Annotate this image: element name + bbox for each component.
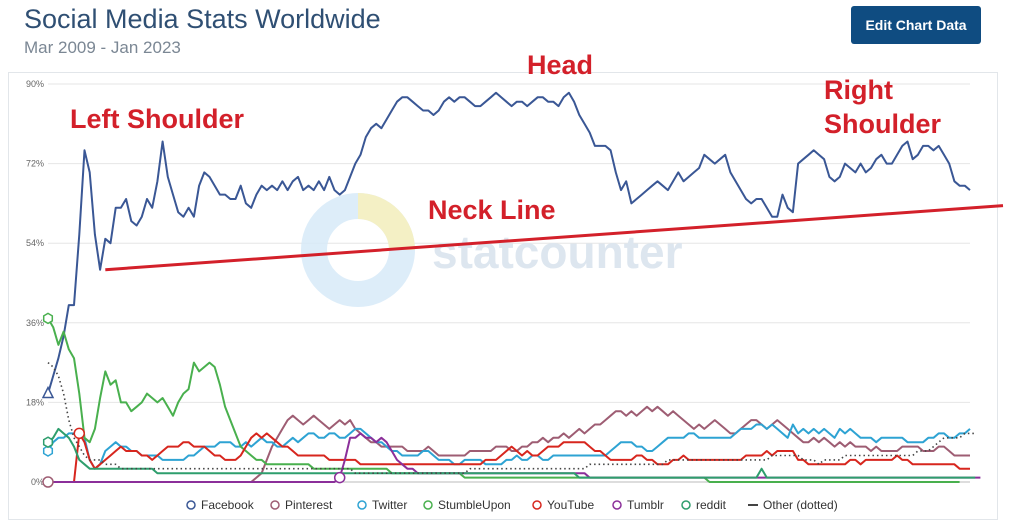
series-marker-facebook bbox=[41, 385, 55, 399]
legend-label-youtube: YouTube bbox=[547, 498, 594, 512]
annotation-head: Head bbox=[527, 50, 593, 80]
series-marker-reddit bbox=[42, 436, 54, 449]
series-marker-pinterest bbox=[42, 476, 54, 488]
annotation-left-shoulder: Left Shoulder bbox=[70, 104, 244, 134]
y-tick-label: 90% bbox=[26, 79, 44, 89]
watermark-logo-icon bbox=[357, 193, 415, 251]
legend-label-other-dotted-: Other (dotted) bbox=[763, 498, 838, 512]
legend-marker-reddit bbox=[681, 500, 691, 510]
legend-label-pinterest: Pinterest bbox=[285, 498, 333, 512]
page-title: Social Media Stats Worldwide bbox=[24, 4, 381, 34]
series-line-pinterest bbox=[48, 405, 970, 483]
legend-marker-facebook bbox=[186, 500, 196, 510]
legend-marker-stumbleupon bbox=[423, 500, 433, 510]
page-subtitle: Mar 2009 - Jan 2023 bbox=[24, 38, 181, 57]
series-line-twitter bbox=[47, 423, 971, 470]
series-marker-youtube bbox=[73, 427, 86, 440]
annotation-neck-line: Neck Line bbox=[428, 195, 556, 225]
series-marker-twitter bbox=[42, 445, 54, 457]
annotation-shoulder: Shoulder bbox=[824, 109, 941, 139]
legend-label-tumblr: Tumblr bbox=[627, 498, 664, 512]
legend-marker-youtube bbox=[532, 500, 542, 510]
series-line-youtube bbox=[48, 432, 970, 483]
series-line-stumbleupon bbox=[47, 317, 960, 483]
legend-label-twitter: Twitter bbox=[372, 498, 407, 512]
legend-marker-tumblr bbox=[612, 500, 622, 510]
y-tick-label: 36% bbox=[26, 318, 44, 328]
watermark-text: statcounter bbox=[432, 226, 683, 278]
legend-label-facebook: Facebook bbox=[201, 498, 255, 512]
series-marker-tumblr bbox=[333, 471, 346, 484]
legend-label-stumbleupon: StumbleUpon bbox=[438, 498, 511, 512]
series-line-facebook bbox=[47, 91, 971, 394]
y-tick-label: 0% bbox=[31, 477, 44, 487]
legend-label-reddit: reddit bbox=[696, 498, 727, 512]
series-line-other-dotted- bbox=[47, 361, 976, 475]
edit-chart-data-button[interactable]: Edit Chart Data bbox=[851, 6, 981, 44]
y-tick-label: 72% bbox=[26, 159, 44, 169]
series-line-reddit bbox=[47, 427, 976, 479]
annotation-right: Right bbox=[824, 75, 893, 105]
chart-frame bbox=[8, 72, 998, 520]
y-tick-label: 18% bbox=[26, 397, 44, 407]
legend-marker-twitter bbox=[357, 500, 367, 510]
y-tick-label: 54% bbox=[26, 238, 44, 248]
series-marker-stumbleupon bbox=[42, 312, 54, 325]
neckline bbox=[105, 204, 1004, 272]
legend-marker-pinterest bbox=[270, 500, 280, 510]
